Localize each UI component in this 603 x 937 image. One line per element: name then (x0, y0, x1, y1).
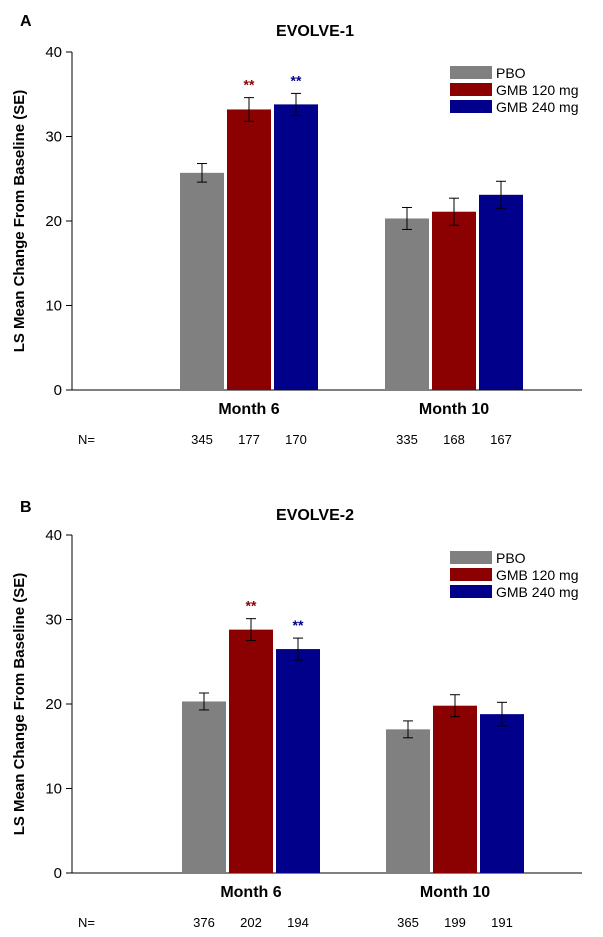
bar (386, 729, 430, 873)
significance-mark: ** (291, 72, 302, 88)
bar (180, 172, 224, 390)
category-label: Month 10 (420, 884, 490, 901)
n-value: 167 (490, 432, 512, 447)
y-tick-label: 10 (45, 298, 62, 315)
n-label: N= (78, 915, 95, 930)
bar (385, 218, 429, 390)
y-tick-label: 0 (54, 382, 62, 399)
n-value: 335 (396, 432, 418, 447)
legend-swatch (450, 551, 492, 564)
n-value: 376 (193, 915, 215, 930)
legend-label: PBO (496, 65, 526, 81)
panel-label: A (20, 13, 32, 30)
significance-mark: ** (246, 598, 257, 614)
y-tick-label: 20 (45, 213, 62, 230)
n-value: 345 (191, 432, 213, 447)
bar (479, 194, 523, 390)
y-tick-label: 30 (45, 129, 62, 146)
bar (274, 104, 318, 390)
legend-swatch (450, 585, 492, 598)
significance-mark: ** (293, 617, 304, 633)
chart-title: EVOLVE-2 (276, 507, 354, 524)
legend-label: GMB 120 mg (496, 82, 578, 98)
y-tick-label: 10 (45, 781, 62, 798)
y-axis-label: LS Mean Change From Baseline (SE) (11, 573, 28, 836)
n-value: 170 (285, 432, 307, 447)
bar (227, 109, 271, 391)
bar (433, 705, 477, 873)
category-label: Month 6 (220, 884, 281, 901)
n-value: 202 (240, 915, 262, 930)
legend-label: GMB 120 mg (496, 567, 578, 583)
y-tick-label: 40 (45, 527, 62, 544)
bar (480, 714, 524, 873)
legend-swatch (450, 100, 492, 113)
y-axis-label: LS Mean Change From Baseline (SE) (11, 90, 28, 353)
bar (432, 211, 476, 390)
bar (182, 701, 226, 873)
legend-swatch (450, 83, 492, 96)
legend-label: GMB 240 mg (496, 584, 578, 600)
category-label: Month 10 (419, 401, 489, 418)
n-value: 168 (443, 432, 465, 447)
n-value: 177 (238, 432, 260, 447)
bar (229, 629, 273, 873)
n-value: 199 (444, 915, 466, 930)
y-tick-label: 20 (45, 696, 62, 713)
legend-swatch (450, 568, 492, 581)
legend-swatch (450, 66, 492, 79)
bar (276, 649, 320, 873)
category-label: Month 6 (218, 401, 279, 418)
panel-label: B (20, 499, 32, 516)
legend-label: GMB 240 mg (496, 99, 578, 115)
chart-title: EVOLVE-1 (276, 23, 354, 40)
y-tick-label: 30 (45, 612, 62, 629)
y-tick-label: 0 (54, 865, 62, 882)
n-value: 365 (397, 915, 419, 930)
n-label: N= (78, 432, 95, 447)
n-value: 194 (287, 915, 309, 930)
significance-mark: ** (244, 77, 255, 93)
legend-label: PBO (496, 550, 526, 566)
y-tick-label: 40 (45, 44, 62, 61)
n-value: 191 (491, 915, 513, 930)
